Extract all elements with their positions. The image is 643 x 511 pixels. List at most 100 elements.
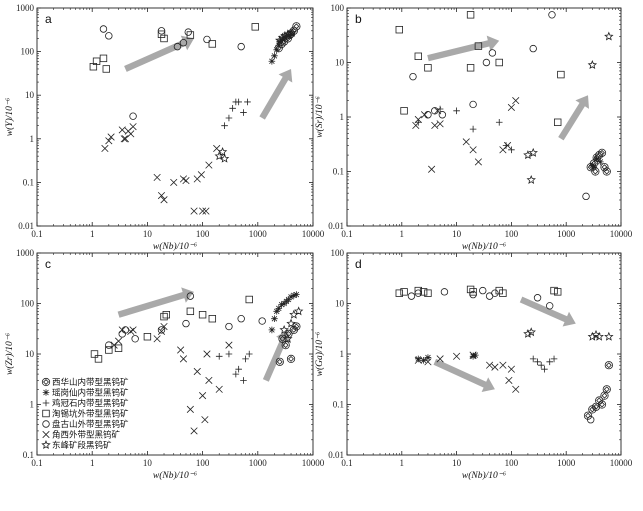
data-point [503,141,512,150]
data-point [105,32,113,40]
data-point [105,341,113,349]
data-point [273,46,281,54]
x-tick-label: 10 [143,458,153,468]
data-point [240,109,247,116]
data-point [420,111,429,119]
data-point [170,178,178,186]
data-point [179,39,188,47]
series-square [90,295,253,363]
y-tick-label: 0.01 [18,221,34,231]
data-point [499,289,507,297]
data-point [280,30,290,40]
data-point [587,60,598,69]
x-tick-label: 0.1 [31,458,42,468]
x-tick-label: 10000 [302,229,325,239]
data-point [118,326,126,334]
series-x [101,123,221,215]
legend-symbol-plus [42,399,50,407]
y-tick-label: 10 [335,58,345,68]
data-point [436,355,444,363]
data-point [537,361,545,369]
data-point [201,416,209,424]
series-square [395,11,565,126]
data-point [240,377,247,384]
data-point [293,291,300,298]
y-tick-label: 1 [30,400,35,410]
data-point [428,165,436,173]
data-point [271,52,278,60]
panel-d: 0.1 1 10 100 1000 100000.010.1110100w(Nb)/10⁻… [314,248,633,481]
data-point [419,288,428,296]
data-point [99,54,108,63]
data-point [604,361,613,370]
data-point [424,289,432,297]
data-point [604,331,614,341]
data-point [285,32,292,40]
legend-item: 鸡冠石内带型黑钨矿 [42,398,129,409]
y-tick-label: 1 [340,112,345,122]
plot-frame [346,7,622,227]
trend-arrow [427,35,500,62]
y-axis-label: w(Y)/10⁻⁶ [4,98,15,136]
data-point [94,355,103,363]
series-star [523,31,614,184]
x-tick-label: 100 [196,458,210,468]
data-point [414,118,422,126]
legend-symbol-square [42,409,50,418]
panel-letter: c [45,257,51,271]
data-point [143,333,152,341]
series-asterisk [268,30,295,65]
data-point [120,135,128,143]
data-point [469,351,477,359]
data-point [420,357,427,364]
legend-label: 淘锡坑外带型黑钨矿 [52,409,129,420]
data-point [199,392,207,400]
data-point [466,64,475,72]
data-point [488,49,497,57]
series-square [89,23,259,73]
data-point [271,315,278,323]
data-point [287,27,297,37]
data-point [287,293,295,301]
data-point [400,107,408,115]
data-point [214,151,224,161]
data-point [129,326,137,334]
data-point [434,107,442,115]
data-point [131,335,139,343]
data-point [157,326,166,334]
data-point [190,427,198,435]
data-point [229,105,236,112]
series-star [214,27,297,163]
data-point [286,354,296,363]
data-point [217,146,228,156]
y-tick-label: 0.1 [23,450,34,460]
data-point [157,30,166,38]
data-point [129,112,137,120]
data-point [482,58,491,67]
series-asterisk [268,291,300,334]
data-point [505,376,513,384]
series-x [414,351,520,393]
data-point [186,307,195,316]
legend-symbol-circle-diamond [41,377,51,387]
data-point [587,416,595,424]
series-circle [99,25,245,120]
y-tick-label: 1000 [16,248,35,258]
x-tick-label: 10000 [610,458,633,468]
data-point [290,292,298,299]
data-point [462,138,470,146]
data-point [205,376,213,384]
legend-item: 淘锡坑外带型黑钨矿 [42,409,129,420]
data-point [221,122,228,129]
x-tick-label: 100 [196,229,210,239]
data-point [160,322,168,331]
data-point [479,286,487,295]
data-point [602,385,611,394]
x-tick-label: 0.1 [341,458,352,468]
data-point [215,353,223,360]
data-point [414,286,422,295]
data-point [436,120,444,128]
data-point [512,97,520,105]
data-point [491,289,499,297]
trend-arrow [433,358,495,392]
